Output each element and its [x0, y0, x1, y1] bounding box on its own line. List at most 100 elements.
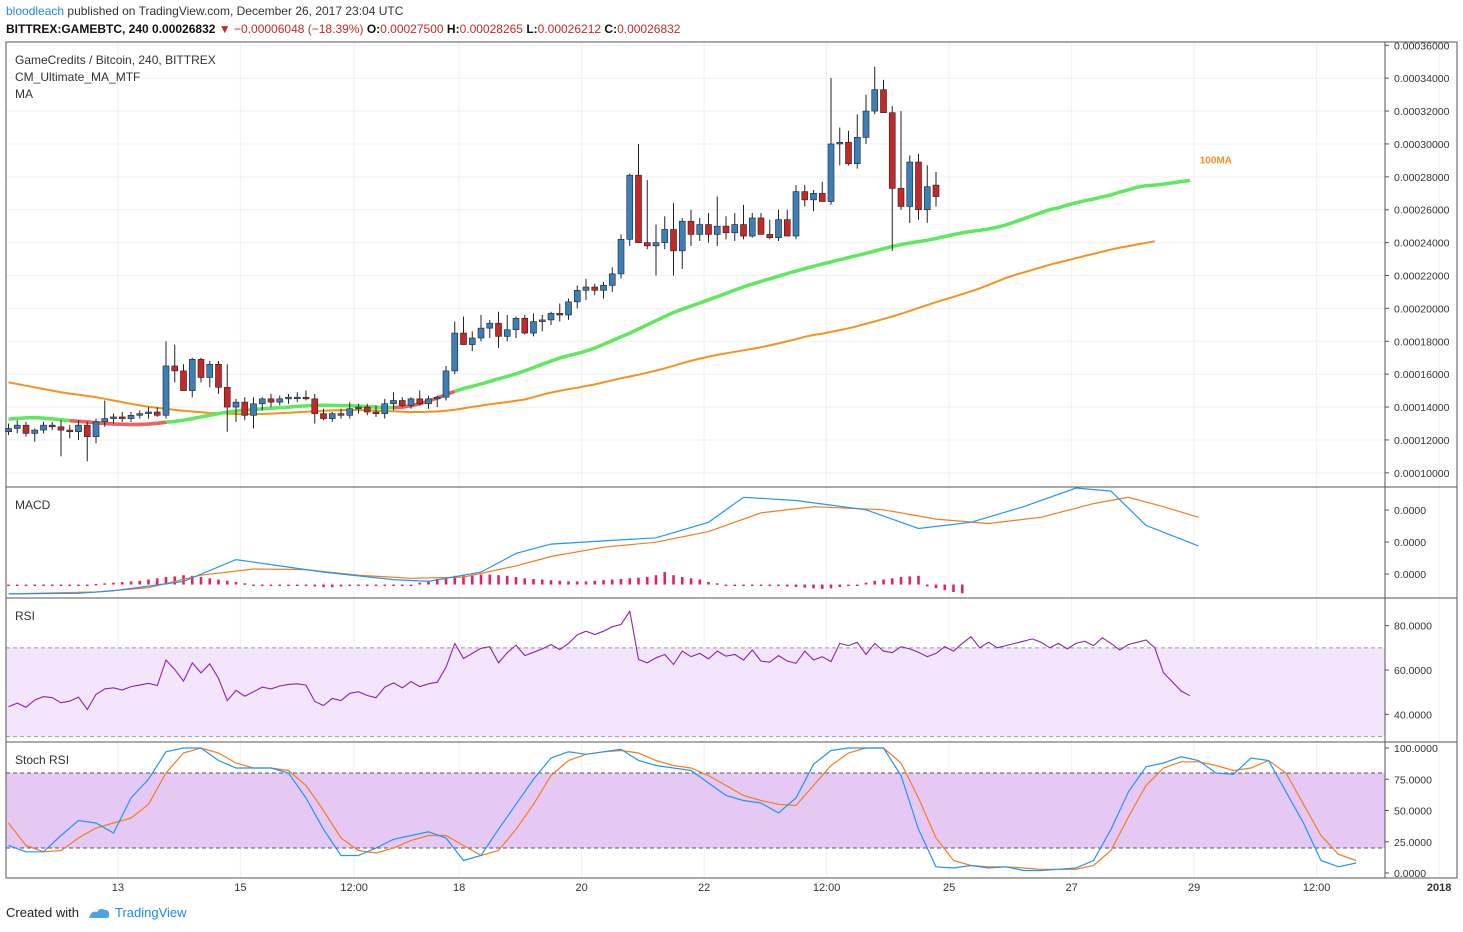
candle-body: [460, 332, 467, 345]
candle-body: [626, 174, 634, 240]
macd-histogram-bar: [768, 584, 772, 587]
candle-body: [565, 301, 572, 316]
candle-body: [180, 370, 187, 391]
candle-body: [652, 242, 660, 247]
macd-histogram-bar: [654, 575, 658, 585]
footer: Created with TradingView: [6, 905, 187, 920]
macd-histogram-bar: [497, 575, 500, 585]
candle-body: [783, 219, 791, 237]
macd-histogram-bar: [243, 583, 247, 585]
macd-axis-label: 0.0000: [1394, 505, 1426, 517]
stoch-axis-label: 25.0000: [1394, 837, 1432, 849]
macd-histogram-bar: [479, 574, 483, 585]
stoch-band: [6, 773, 1385, 848]
macd-histogram-bar: [330, 584, 334, 588]
candle-body: [258, 398, 266, 405]
macd-histogram-bar: [217, 579, 220, 585]
macd-histogram-bar: [645, 577, 649, 585]
price-axis-label: 0.00012000: [1394, 435, 1450, 447]
candle-body: [687, 220, 695, 235]
macd-histogram-bar: [208, 578, 212, 585]
macd-histogram-bar: [7, 584, 10, 587]
macd-histogram-bar: [960, 584, 964, 594]
candle-body: [766, 234, 774, 238]
macd-histogram-bar: [794, 584, 798, 588]
price-axis-label: 0.00032000: [1394, 106, 1450, 118]
macd-histogram-bar: [855, 584, 859, 587]
macd-signal-line: [8, 496, 1199, 595]
macd-histogram-bar: [409, 584, 413, 587]
candle-body: [880, 89, 887, 114]
candle-body: [206, 364, 214, 378]
time-axis-label: 25: [943, 882, 955, 894]
macd-histogram-bar: [689, 578, 693, 585]
candle-body: [635, 174, 642, 243]
macd-histogram-bar: [252, 584, 255, 587]
candle-body: [888, 112, 896, 189]
macd-histogram-bar: [820, 584, 824, 589]
macd-histogram-bar: [777, 584, 780, 587]
candle-body: [477, 327, 485, 339]
macd-histogram-bar: [672, 575, 675, 585]
rsi-pane-title: RSI: [15, 609, 35, 623]
macd-histogram-bar: [418, 582, 422, 585]
macd-histogram-bar: [505, 575, 509, 585]
candle-body: [853, 137, 861, 164]
macd-histogram-bar: [759, 584, 763, 587]
publish-info: bloodleach published on TradingView.com,…: [6, 4, 403, 18]
stoch-axis-label: 50.0000: [1394, 806, 1432, 818]
macd-histogram-bar: [873, 580, 877, 585]
macd-histogram-bar: [733, 584, 737, 587]
macd-histogram-bar: [94, 583, 98, 586]
macd-histogram-bar: [864, 582, 868, 585]
macd-histogram-bar: [514, 577, 518, 585]
indicator-label: CM_Ultimate_MA_MTF: [15, 70, 140, 84]
macd-histogram-bar: [400, 584, 404, 587]
macd-histogram-bar: [462, 575, 465, 585]
candle-body: [591, 286, 599, 291]
macd-histogram-bar: [147, 579, 150, 585]
price-axis-label: 0.00014000: [1394, 402, 1450, 414]
macd-histogram-bar: [173, 576, 177, 585]
author-link[interactable]: bloodleach: [6, 4, 65, 18]
macd-histogram-bar: [724, 584, 728, 587]
candle-body: [836, 142, 844, 145]
candle-body: [740, 224, 747, 237]
time-axis-label: 20: [576, 882, 588, 894]
price-axis-label: 0.00034000: [1394, 73, 1450, 85]
candle-body: [57, 426, 65, 431]
macd-histogram-bar: [77, 584, 80, 587]
macd-histogram-bar: [295, 584, 299, 587]
macd-histogram-bar: [925, 584, 929, 587]
candle-body: [398, 400, 406, 406]
candle-body: [451, 332, 459, 372]
candle-body: [705, 224, 712, 235]
macd-histogram-bar: [339, 584, 343, 587]
candle-body: [792, 191, 800, 237]
macd-histogram-bar: [129, 581, 133, 585]
candle-body: [582, 286, 590, 291]
macd-histogram-bar: [715, 583, 719, 585]
macd-histogram-bar: [50, 584, 54, 587]
macd-histogram-bar: [33, 584, 37, 587]
macd-histogram-bar: [549, 580, 553, 585]
candle-body: [328, 413, 336, 419]
candle-body: [748, 217, 756, 237]
candle-body: [547, 313, 555, 321]
chart-canvas[interactable]: 100MA50MA0.000360000.000340000.000320000…: [0, 40, 1463, 902]
macd-histogram-bar: [952, 584, 955, 593]
candle-body: [722, 225, 730, 234]
candle-body: [407, 398, 415, 406]
candle-body: [31, 429, 39, 434]
macd-histogram-bar: [602, 580, 605, 585]
tradingview-link[interactable]: TradingView: [87, 905, 187, 920]
tradingview-logo-icon: [88, 908, 110, 918]
candle-body: [915, 161, 922, 211]
candle-body: [512, 317, 520, 331]
candle-body: [22, 424, 30, 434]
publish-text: published on TradingView.com, December 2…: [67, 4, 404, 18]
macd-histogram-bar: [225, 580, 229, 585]
rsi-band: [6, 647, 1385, 737]
macd-histogram-bar: [269, 584, 273, 587]
candle-body: [801, 191, 809, 201]
